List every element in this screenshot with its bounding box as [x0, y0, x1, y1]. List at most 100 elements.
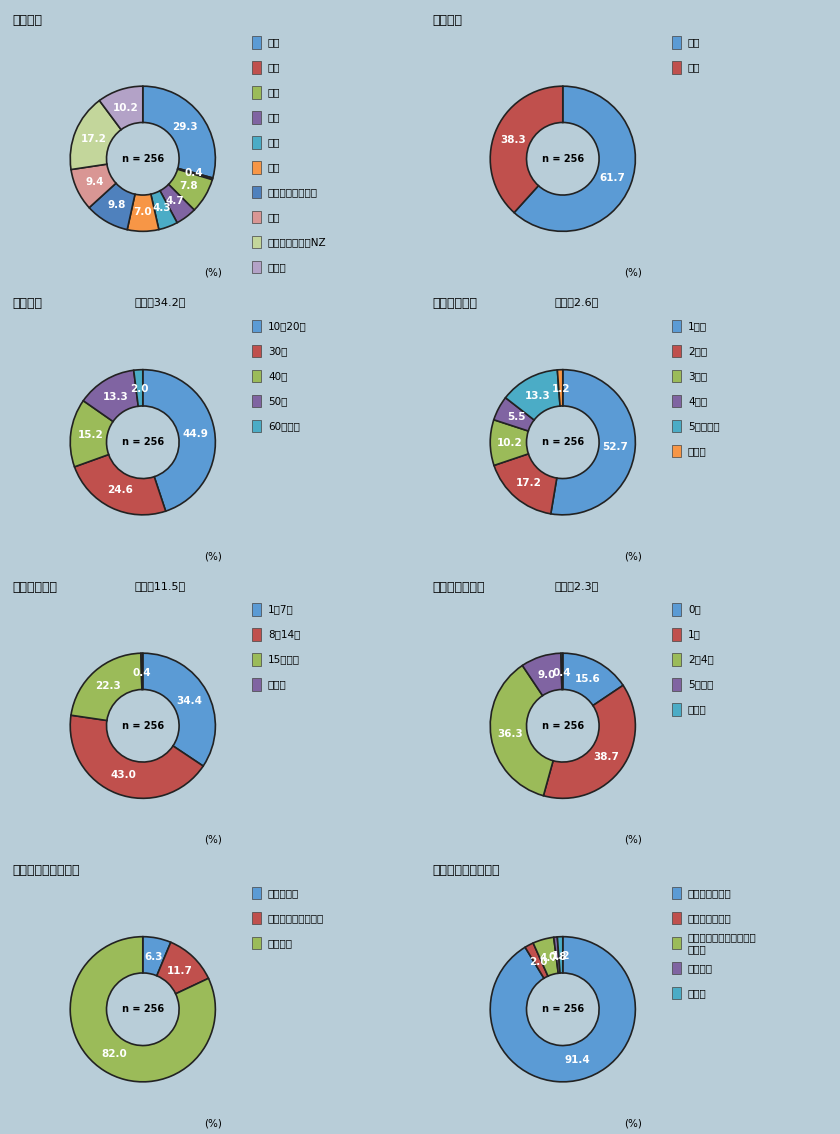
Text: 個人向けパッケージ: 個人向けパッケージ: [268, 913, 324, 923]
Wedge shape: [514, 86, 635, 231]
Wedge shape: [557, 370, 563, 406]
Text: n = 256: n = 256: [122, 438, 164, 447]
Text: その他: その他: [268, 262, 286, 272]
Text: 2.0: 2.0: [529, 957, 548, 967]
Text: 1～7日: 1～7日: [268, 604, 294, 615]
Text: (%): (%): [204, 1118, 222, 1128]
Wedge shape: [561, 653, 563, 689]
Text: 11.7: 11.7: [166, 966, 192, 976]
Text: 平均：2.3人: 平均：2.3人: [554, 581, 599, 591]
Text: 9.4: 9.4: [86, 177, 104, 186]
Wedge shape: [563, 653, 623, 705]
Text: 個別手配: 個別手配: [268, 938, 293, 948]
Wedge shape: [89, 184, 135, 230]
Text: 知人・淡家訪問: 知人・淡家訪問: [688, 913, 732, 923]
Wedge shape: [143, 937, 171, 975]
Text: n = 256: n = 256: [542, 438, 584, 447]
Text: 女性: 女性: [688, 62, 701, 73]
Text: 0.4: 0.4: [133, 668, 151, 678]
Text: 0.4: 0.4: [185, 169, 203, 178]
Text: 13.3: 13.3: [102, 392, 129, 401]
Wedge shape: [160, 185, 194, 222]
Text: (%): (%): [204, 835, 222, 845]
Text: 1.2: 1.2: [552, 384, 570, 395]
Text: 61.7: 61.7: [599, 172, 625, 183]
Text: 15日以上: 15日以上: [268, 654, 300, 665]
Text: 7.0: 7.0: [134, 206, 152, 217]
Text: ＜年齢＞: ＜年齢＞: [13, 297, 43, 310]
Text: 0人: 0人: [688, 604, 701, 615]
Text: 欧州、カナダ、NZ: 欧州、カナダ、NZ: [268, 237, 327, 247]
Text: 0.8: 0.8: [549, 951, 567, 962]
Text: n = 256: n = 256: [542, 721, 584, 730]
Text: 8～14日: 8～14日: [268, 629, 301, 640]
Text: 34.4: 34.4: [176, 696, 202, 705]
Wedge shape: [494, 398, 534, 431]
Text: 10.2: 10.2: [497, 438, 522, 448]
Wedge shape: [127, 194, 159, 231]
Text: ビジネス: ビジネス: [688, 963, 713, 973]
Wedge shape: [169, 169, 213, 210]
Text: 香港: 香港: [268, 112, 281, 122]
Wedge shape: [551, 370, 635, 515]
Wedge shape: [141, 653, 143, 689]
Text: タイ: タイ: [268, 137, 281, 147]
Text: 4.3: 4.3: [152, 203, 171, 213]
Text: ＜性別＞: ＜性別＞: [433, 14, 463, 26]
Text: スポーツ・イベント視察
や参加: スポーツ・イベント視察 や参加: [688, 932, 757, 954]
Text: 29.3: 29.3: [172, 121, 197, 132]
Text: 9.0: 9.0: [538, 670, 556, 680]
Text: ＜旅行の手配方法＞: ＜旅行の手配方法＞: [13, 864, 80, 877]
Wedge shape: [151, 191, 177, 229]
Text: 台湾: 台湾: [268, 87, 281, 98]
Text: 52.7: 52.7: [602, 441, 628, 451]
Text: 4.7: 4.7: [539, 954, 558, 963]
Text: 中国: 中国: [268, 37, 281, 48]
Wedge shape: [491, 420, 528, 465]
Text: 17.2: 17.2: [81, 134, 107, 144]
Text: (%): (%): [624, 835, 642, 845]
Text: 91.4: 91.4: [564, 1056, 590, 1065]
Text: ＜国籍＞: ＜国籍＞: [13, 14, 43, 26]
Wedge shape: [99, 86, 143, 129]
Wedge shape: [71, 937, 215, 1082]
Text: 1回目: 1回目: [688, 321, 707, 331]
Text: 平均：11.5日: 平均：11.5日: [134, 581, 186, 591]
Text: 1人: 1人: [688, 629, 701, 640]
Text: 36.3: 36.3: [497, 729, 523, 739]
Text: 24.6: 24.6: [107, 485, 133, 494]
Wedge shape: [71, 101, 121, 170]
Text: 60代以上: 60代以上: [268, 421, 300, 431]
Text: 男性: 男性: [688, 37, 701, 48]
Text: 平均：2.6回: 平均：2.6回: [554, 297, 599, 307]
Text: n = 256: n = 256: [542, 154, 584, 163]
Wedge shape: [71, 716, 203, 798]
Text: その他: その他: [688, 988, 706, 998]
Wedge shape: [491, 86, 563, 212]
Wedge shape: [522, 653, 562, 695]
Text: n = 256: n = 256: [542, 1005, 584, 1014]
Text: 38.3: 38.3: [501, 135, 526, 145]
Text: 9.8: 9.8: [107, 200, 125, 210]
Text: 平均：34.2歳: 平均：34.2歳: [134, 297, 186, 307]
Text: 82.0: 82.0: [102, 1049, 128, 1059]
Text: 4.7: 4.7: [165, 196, 184, 206]
Text: 0.4: 0.4: [553, 668, 571, 678]
Text: (%): (%): [624, 1118, 642, 1128]
Text: 4回目: 4回目: [688, 396, 707, 406]
Text: 43.0: 43.0: [111, 770, 137, 780]
Text: ＜日本訪問の目的＞: ＜日本訪問の目的＞: [433, 864, 500, 877]
Text: (%): (%): [204, 551, 222, 561]
Text: ＜滞在日数＞: ＜滞在日数＞: [13, 581, 58, 593]
Wedge shape: [71, 164, 116, 208]
Text: 30代: 30代: [268, 346, 287, 356]
Wedge shape: [75, 455, 165, 515]
Text: 17.2: 17.2: [516, 477, 541, 488]
Text: 44.9: 44.9: [182, 429, 208, 439]
Text: 13.3: 13.3: [525, 390, 550, 400]
Wedge shape: [143, 370, 215, 511]
Text: 無回答: 無回答: [688, 704, 706, 714]
Text: 2.0: 2.0: [130, 384, 149, 395]
Text: 豪州: 豪州: [268, 212, 281, 222]
Text: 10.2: 10.2: [113, 103, 139, 113]
